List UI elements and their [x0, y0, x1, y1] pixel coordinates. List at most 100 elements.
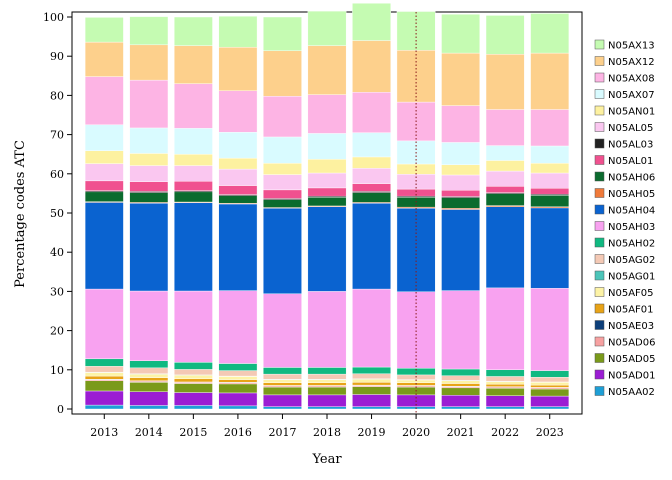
legend-swatch [594, 204, 605, 215]
x-tick-label: 2023 [536, 426, 564, 439]
bar-segment-N05AN01-2023 [530, 163, 570, 174]
bar-segment-N05AH02-2013 [84, 358, 124, 367]
legend-item-N05AD05: N05AD05 [594, 353, 655, 365]
bar-segment-N05AD05-2016 [218, 383, 258, 394]
bar-segment-N05AH06-2023 [530, 195, 570, 207]
legend-label: N05AD05 [608, 354, 655, 365]
bar-segment-N05AH02-2022 [485, 369, 525, 377]
bar-segment-N05AX08-2015 [174, 83, 213, 129]
bar-segment-N05AD05-2018 [307, 386, 347, 396]
bar-segment-N05AH06-2017 [263, 199, 302, 208]
bar-stack-2021 [441, 14, 480, 410]
x-axis-title: Year [311, 452, 342, 467]
legend-swatch [594, 188, 605, 198]
bar-segment-N05AD05-2022 [485, 388, 525, 396]
bar-segment-N05AD01-2022 [485, 395, 525, 407]
legend-label: N05AX13 [608, 41, 655, 52]
x-tick-label: 2016 [224, 426, 252, 439]
bar-segment-N05AX07-2015 [174, 128, 213, 155]
bar-segment-N05AX12-2016 [218, 46, 258, 91]
bar-segment-N05AN01-2014 [129, 153, 169, 166]
x-tick-label: 2022 [491, 426, 519, 439]
bar-segment-N05AF05-2021 [441, 380, 480, 384]
legend-swatch [594, 39, 605, 50]
bar-segment-N05AL05-2016 [218, 168, 258, 186]
bar-segment-N05AF01-2022 [485, 384, 525, 387]
bar-segment-N05AH03-2019 [352, 288, 391, 368]
bar-segment-N05AX13-2018 [307, 10, 347, 46]
bar-segment-N05AH02-2015 [174, 362, 213, 370]
bar-segment-N05AX12-2018 [307, 45, 347, 95]
legend-swatch [594, 105, 605, 116]
bar-segment-N05AH02-2021 [441, 368, 480, 376]
bar-stack-2013 [84, 17, 124, 410]
legend-item-N05AG01: N05AG01 [594, 270, 655, 283]
bar-segment-N05AH02-2016 [218, 363, 258, 371]
bar-segment-N05AN01-2019 [352, 156, 391, 169]
bar-segment-N05AG02-2018 [307, 373, 347, 380]
bar-stack-2017 [263, 16, 302, 410]
bar-segment-N05AF01-2017 [263, 382, 302, 386]
legend-label: N05AH04 [608, 206, 655, 217]
bar-segment-N05AG02-2023 [530, 377, 570, 383]
y-tick-label: 90 [50, 50, 64, 63]
legend-label: N05AL03 [608, 140, 653, 151]
legend-swatch [594, 171, 605, 182]
bar-segment-N05AD01-2013 [84, 390, 124, 406]
legend-label: N05AH05 [608, 189, 655, 200]
y-tick-label: 60 [50, 168, 64, 181]
y-axis: 0 10 20 30 40 50 60 70 80 90 100 [43, 11, 72, 416]
bar-segment-N05AL05-2022 [485, 170, 525, 187]
bar-segment-N05AL01-2016 [218, 185, 258, 195]
bar-segment-N05AX13-2022 [485, 15, 525, 55]
bar-segment-N05AX12-2014 [129, 44, 169, 81]
bar-segment-N05AH06-2014 [129, 192, 169, 203]
bar-segment-N05AX13-2015 [174, 16, 213, 46]
legend-swatch [594, 56, 605, 66]
bar-segment-N05AX13-2017 [263, 16, 302, 51]
bar-segment-N05AF05-2015 [174, 375, 213, 380]
bar-segment-N05AH04-2021 [441, 209, 480, 291]
bar-segment-N05AL05-2014 [129, 165, 169, 182]
bar-segment-N05AH03-2014 [129, 290, 169, 361]
bar-segment-N05AF01-2021 [441, 383, 480, 387]
bar-segment-N05AH06-2021 [441, 197, 480, 209]
bar-segment-N05AF05-2023 [530, 382, 570, 386]
bar-segment-N05AX13-2019 [352, 3, 391, 41]
legend-swatch [594, 72, 605, 83]
bar-stack-2015 [174, 16, 213, 410]
legend-label: N05AA02 [608, 387, 655, 398]
bar-segment-N05AH06-2019 [352, 192, 391, 203]
bar-segment-N05AH03-2013 [84, 288, 124, 360]
bar-segment-N05AH06-2013 [84, 191, 124, 202]
bar-segment-N05AL05-2013 [84, 163, 124, 182]
x-axis: 2013 2014 2015 2016 2017 2018 2019 2020 2021 2022… [90, 414, 564, 439]
legend-item-N05AH03: N05AH03 [594, 221, 655, 233]
bar-segment-N05AH06-2018 [307, 197, 347, 207]
bar-segment-N05AX07-2017 [263, 136, 302, 164]
legend-label: N05AX08 [608, 74, 655, 85]
bar-segment-N05AX07-2014 [129, 127, 169, 154]
bar-segment-N05AH02-2014 [129, 360, 169, 369]
bar-segment-N05AF01-2018 [307, 382, 347, 386]
legend-swatch [594, 303, 605, 314]
y-tick-label: 40 [50, 246, 64, 259]
bar-segment-N05AH03-2022 [485, 287, 525, 371]
legend-item-N05AX07: N05AX07 [594, 89, 655, 101]
bar-segment-N05AA02-2015 [174, 405, 213, 410]
legend-item-N05AL01: N05AL01 [594, 155, 653, 167]
bar-stack-2019 [352, 3, 391, 410]
bar-segment-N05AH04-2015 [174, 202, 213, 292]
bar-segment-N05AL01-2014 [129, 181, 169, 192]
bar-segment-N05AD01-2021 [441, 395, 480, 407]
bar-segment-N05AX07-2016 [218, 132, 258, 159]
x-tick-label: 2020 [402, 426, 430, 439]
bar-segment-N05AD05-2017 [263, 386, 302, 396]
bar-segment-N05AA02-2019 [352, 406, 391, 410]
legend-label: N05AH03 [608, 222, 655, 233]
legend-item-N05AH05: N05AH05 [594, 188, 655, 200]
legend-label: N05AH02 [608, 239, 655, 250]
bar-segment-N05AX13-2016 [218, 16, 258, 48]
bar-segment-N05AN01-2022 [485, 160, 525, 172]
